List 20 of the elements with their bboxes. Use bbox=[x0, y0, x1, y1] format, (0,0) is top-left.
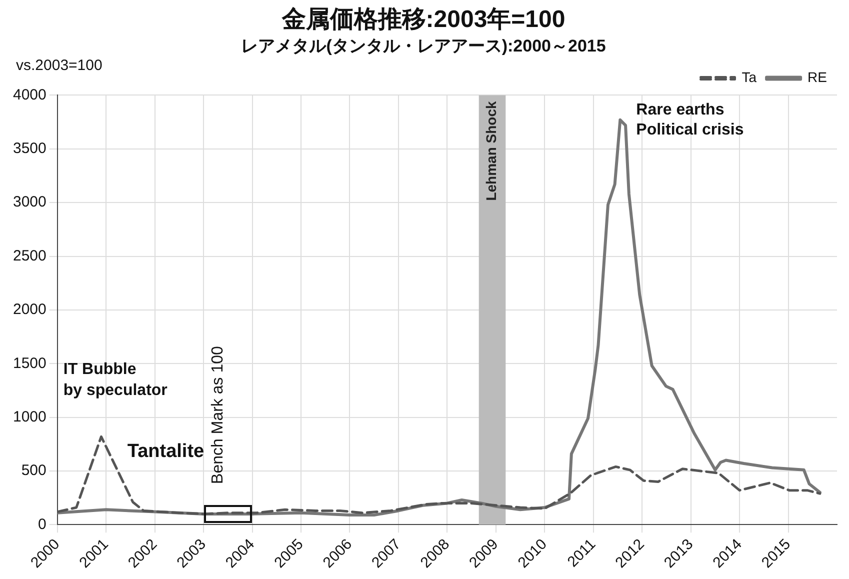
band-label: Lehman Shock bbox=[483, 101, 500, 201]
y-tick-label: 1000 bbox=[12, 408, 46, 426]
y-tick-label: 2500 bbox=[12, 247, 46, 264]
line-series bbox=[57, 435, 822, 516]
y-tick-label: 3000 bbox=[12, 194, 46, 211]
annotation: Rare earths Political crisis bbox=[636, 102, 744, 139]
legend-label: Ta bbox=[742, 69, 757, 86]
y-tick-label: 1500 bbox=[12, 354, 46, 372]
annotation: IT Bubble by speculator bbox=[63, 360, 168, 399]
y-tick-label: 3500 bbox=[12, 140, 46, 158]
y-tick-label: 2000 bbox=[12, 301, 46, 318]
y-tick-label: 4000 bbox=[12, 86, 46, 104]
y-axis-title: vs.2003=100 bbox=[16, 56, 102, 74]
legend-label: RE bbox=[808, 69, 828, 86]
chart-title: 金属価格推移:2003年=100 bbox=[280, 6, 566, 34]
chart-subtitle: レアメタル(タンタル・レアアース):2000～2015 bbox=[241, 36, 606, 56]
y-tick-label: 0 bbox=[38, 516, 46, 533]
annotation: Bench Mark as 100 bbox=[209, 346, 226, 484]
y-tick-label: 500 bbox=[21, 462, 46, 480]
annotation: Tantalite bbox=[127, 440, 204, 462]
